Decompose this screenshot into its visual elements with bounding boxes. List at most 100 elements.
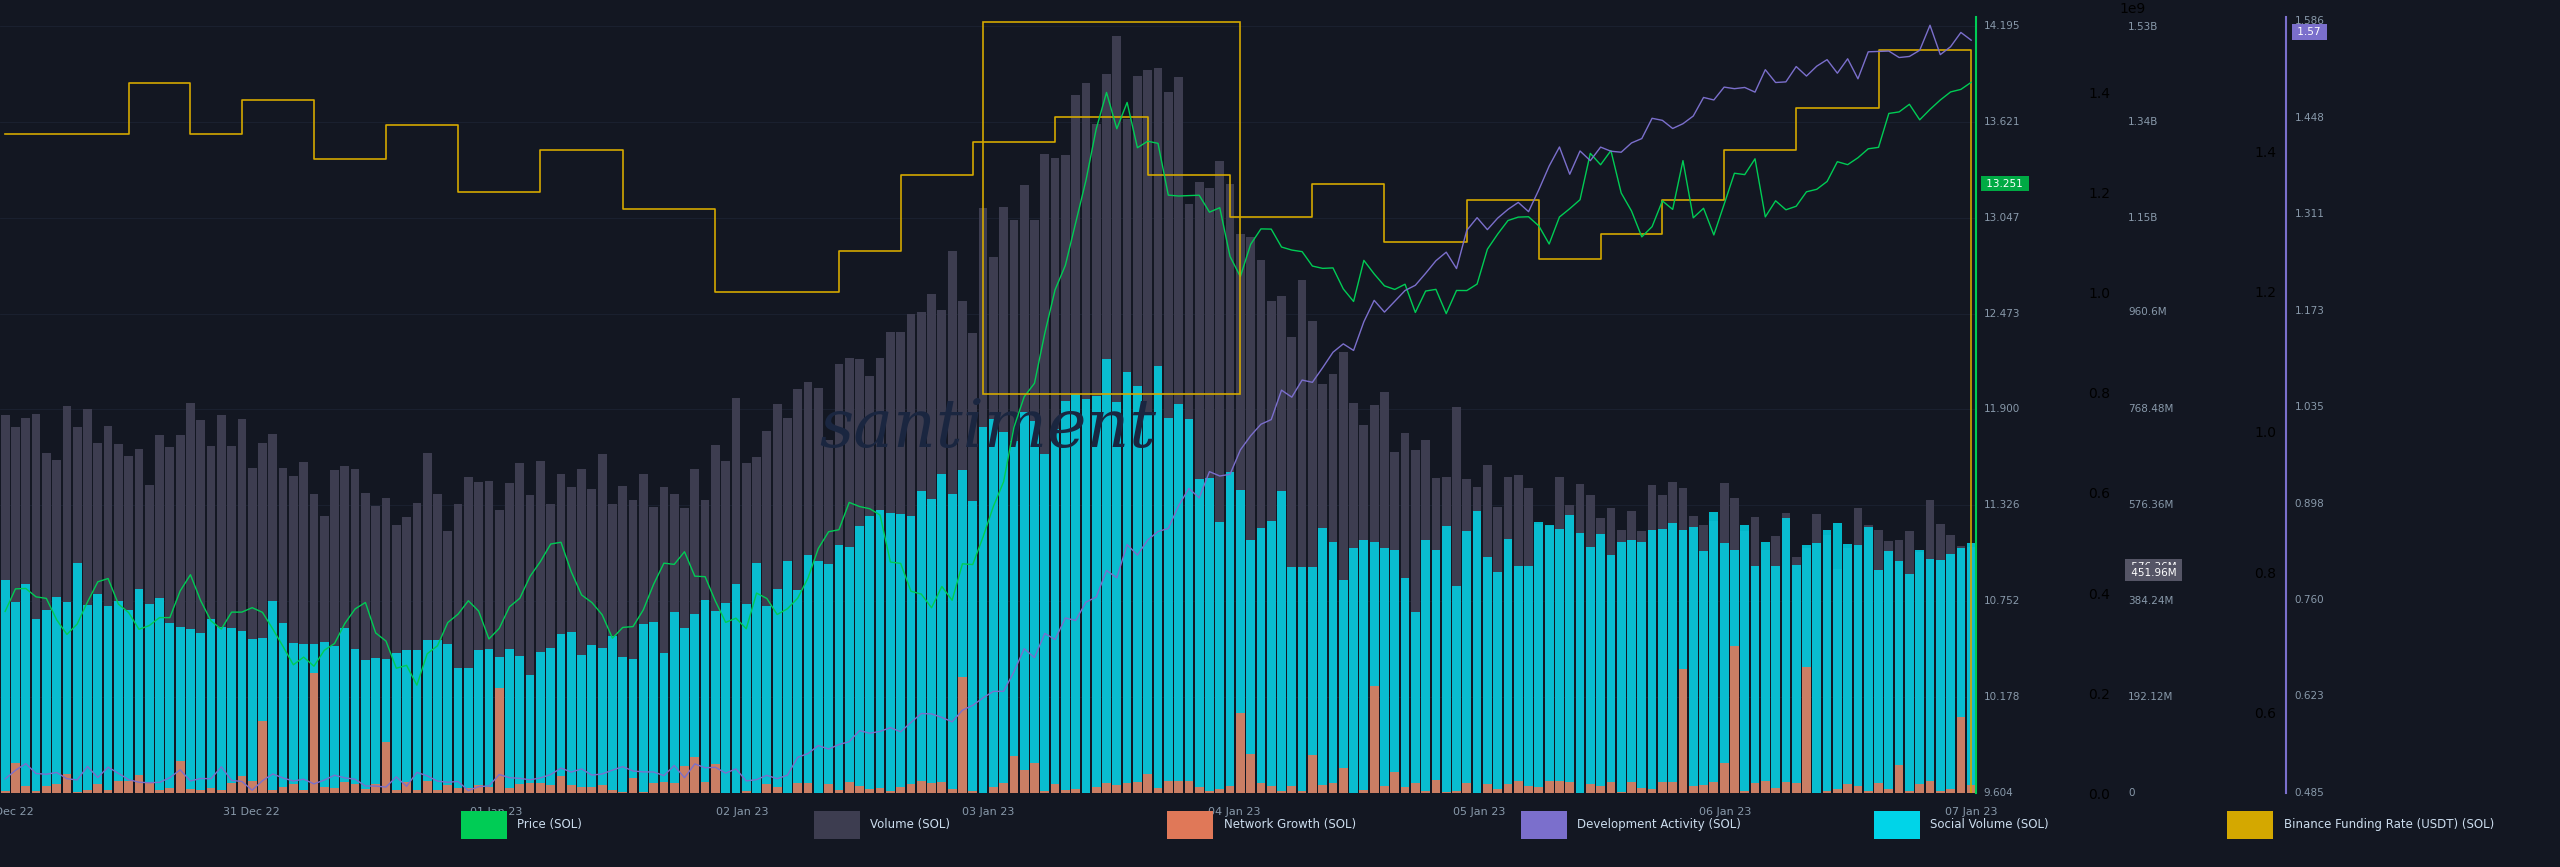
Bar bbox=[609, 504, 617, 793]
Text: Social Volume (SOL): Social Volume (SOL) bbox=[1930, 818, 2048, 831]
Text: 05 Jan 23: 05 Jan 23 bbox=[1454, 806, 1505, 817]
Bar bbox=[330, 788, 338, 793]
Bar bbox=[1608, 508, 1615, 793]
Bar bbox=[136, 448, 143, 793]
Bar bbox=[1710, 521, 1718, 793]
Bar bbox=[586, 645, 596, 793]
Bar bbox=[259, 720, 266, 793]
Text: 14.195: 14.195 bbox=[1984, 21, 2020, 30]
Bar bbox=[1257, 528, 1265, 793]
Bar bbox=[1431, 550, 1441, 793]
Bar bbox=[1833, 524, 1841, 793]
Bar bbox=[1679, 668, 1687, 793]
Bar bbox=[1124, 120, 1132, 793]
Bar bbox=[166, 788, 174, 793]
Bar bbox=[1155, 366, 1162, 793]
Bar bbox=[92, 594, 102, 793]
Bar bbox=[1597, 534, 1605, 793]
Bar bbox=[1659, 494, 1667, 793]
Bar bbox=[136, 775, 143, 793]
Bar bbox=[1103, 75, 1111, 793]
Bar bbox=[433, 494, 443, 793]
Bar bbox=[1019, 412, 1029, 793]
Bar bbox=[1533, 786, 1544, 793]
Text: 11.326: 11.326 bbox=[1984, 500, 2020, 511]
Bar bbox=[1216, 161, 1224, 793]
Bar bbox=[1380, 548, 1390, 793]
Bar bbox=[1772, 566, 1779, 793]
Bar bbox=[340, 782, 348, 793]
Bar bbox=[1761, 781, 1769, 793]
Bar bbox=[1792, 564, 1800, 793]
Bar bbox=[1462, 783, 1472, 793]
Bar bbox=[1452, 407, 1462, 793]
Bar bbox=[136, 590, 143, 793]
Bar bbox=[31, 414, 41, 793]
Bar bbox=[166, 447, 174, 793]
Text: 1.57: 1.57 bbox=[2294, 27, 2324, 37]
Bar bbox=[1288, 567, 1295, 793]
Bar bbox=[896, 787, 906, 793]
Bar bbox=[1421, 791, 1431, 793]
Bar bbox=[835, 790, 842, 793]
Bar bbox=[1472, 486, 1482, 793]
Bar bbox=[1359, 425, 1367, 793]
Bar bbox=[1359, 540, 1367, 793]
Bar bbox=[1060, 154, 1070, 793]
Bar bbox=[228, 783, 236, 793]
Bar bbox=[1792, 783, 1800, 793]
Bar bbox=[504, 649, 515, 793]
Bar bbox=[1710, 512, 1718, 793]
Bar bbox=[957, 301, 968, 793]
Bar bbox=[1329, 783, 1336, 793]
Bar bbox=[712, 445, 719, 793]
Bar bbox=[177, 761, 184, 793]
Bar bbox=[422, 453, 433, 793]
Bar bbox=[660, 782, 668, 793]
Bar bbox=[1411, 612, 1421, 793]
Bar bbox=[1751, 517, 1759, 793]
Bar bbox=[1308, 567, 1316, 793]
Bar bbox=[722, 460, 730, 793]
Bar bbox=[392, 790, 402, 793]
Text: 451.96M: 451.96M bbox=[2127, 568, 2181, 578]
Bar bbox=[1894, 765, 1905, 793]
Bar bbox=[927, 783, 937, 793]
Bar bbox=[1216, 522, 1224, 793]
Bar bbox=[1874, 783, 1884, 793]
Bar bbox=[545, 786, 556, 793]
Bar bbox=[957, 470, 968, 793]
Bar bbox=[732, 584, 740, 793]
Bar bbox=[937, 782, 947, 793]
Bar bbox=[320, 516, 328, 793]
Bar bbox=[1070, 394, 1080, 793]
Bar bbox=[494, 657, 504, 793]
Bar bbox=[1853, 786, 1861, 793]
Bar bbox=[1441, 792, 1452, 793]
Bar bbox=[279, 468, 287, 793]
Bar bbox=[72, 792, 82, 793]
Bar bbox=[125, 781, 133, 793]
Bar bbox=[681, 766, 689, 793]
Bar bbox=[10, 602, 20, 793]
Bar bbox=[1905, 791, 1915, 793]
Bar bbox=[1492, 790, 1503, 793]
Bar bbox=[289, 785, 297, 793]
Bar bbox=[402, 650, 412, 793]
Bar bbox=[1400, 786, 1411, 793]
Bar bbox=[660, 653, 668, 793]
Bar bbox=[681, 507, 689, 793]
Bar bbox=[1298, 792, 1306, 793]
Text: 0.623: 0.623 bbox=[2294, 692, 2324, 701]
Bar bbox=[1236, 490, 1244, 793]
Bar bbox=[474, 650, 484, 793]
Bar bbox=[1946, 535, 1956, 793]
Bar bbox=[712, 764, 719, 793]
Bar bbox=[197, 633, 205, 793]
Bar bbox=[855, 525, 863, 793]
Text: 10.178: 10.178 bbox=[1984, 693, 2020, 702]
Bar bbox=[794, 783, 801, 793]
Bar bbox=[351, 785, 358, 793]
Bar bbox=[865, 516, 873, 793]
Bar bbox=[1441, 526, 1452, 793]
